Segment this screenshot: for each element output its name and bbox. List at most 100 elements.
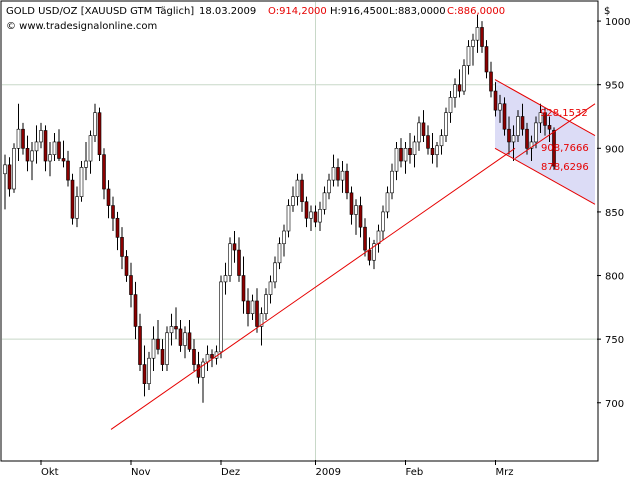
candle-body-76 [345, 170, 349, 194]
candle-122 [552, 127, 556, 170]
candle-body-106 [480, 27, 484, 47]
candle-67 [304, 196, 309, 228]
candle-body-70 [318, 209, 322, 223]
candle-body-50 [228, 243, 232, 276]
candle-33 [151, 326, 156, 371]
candle-17 [79, 161, 84, 202]
candle-body-40 [183, 332, 187, 346]
candle-body-67 [304, 201, 309, 219]
candle-109 [493, 82, 498, 117]
candle-body-38 [174, 326, 178, 330]
candle-layer [3, 14, 556, 403]
candle-body-100 [453, 84, 457, 98]
candle-body-54 [246, 300, 250, 314]
y-tick-label-700: 700 [605, 399, 624, 410]
candle-body-90 [408, 148, 412, 155]
candle-62 [282, 224, 286, 257]
x-tick-label-3: 2009 [316, 467, 341, 478]
candle-body-60 [273, 262, 277, 283]
candle-99 [448, 91, 453, 123]
candle-64 [291, 186, 295, 212]
candle-body-120 [543, 112, 547, 126]
candle-body-23 [106, 188, 111, 206]
candle-body-22 [102, 154, 106, 190]
candle-23 [106, 180, 111, 219]
candle-body-75 [340, 170, 345, 181]
candle-body-17 [79, 167, 84, 197]
candle-body-92 [417, 122, 421, 143]
candle-body-26 [120, 237, 124, 257]
candle-63 [286, 199, 291, 238]
candle-1 [7, 157, 12, 197]
candle-body-30 [138, 326, 142, 365]
candle-60 [273, 256, 277, 289]
candle-body-42 [192, 349, 196, 365]
candle-118 [534, 116, 538, 149]
candle-body-15 [70, 179, 75, 219]
candle-body-55 [250, 300, 255, 314]
candle-53 [241, 256, 246, 314]
candle-78 [354, 199, 358, 235]
candle-body-86 [390, 170, 394, 194]
candle-body-7 [34, 141, 39, 152]
channel-fill [495, 79, 595, 205]
candle-body-3 [16, 128, 21, 149]
candle-body-27 [124, 256, 129, 276]
x-axis: Okt Nov Dez 2009 Feb Mrz [40, 460, 514, 478]
candle-96 [435, 141, 439, 168]
candle-body-73 [331, 167, 336, 181]
candle-body-89 [403, 148, 408, 162]
candle-15 [70, 173, 75, 225]
candle-body-104 [471, 39, 475, 47]
candle-body-66 [300, 179, 304, 203]
candle-body-31 [142, 364, 147, 384]
candle-body-94 [426, 135, 430, 149]
currency-label: $ [604, 6, 610, 17]
candle-92 [417, 116, 421, 151]
candle-body-93 [421, 122, 426, 136]
candle-73 [331, 154, 336, 187]
candle-56 [255, 288, 259, 333]
candle-body-68 [309, 211, 313, 219]
x-tick-label-5: Mrz [496, 467, 514, 478]
candle-body-10 [48, 154, 52, 162]
candle-50 [228, 237, 232, 282]
candle-body-21 [97, 112, 102, 155]
candle-65 [295, 173, 300, 206]
candle-body-95 [430, 148, 435, 155]
candle-80 [363, 218, 367, 257]
candle-101 [457, 69, 462, 98]
candle-57 [259, 307, 264, 346]
candle-body-35 [160, 349, 165, 365]
candle-body-84 [381, 211, 385, 232]
candle-body-9 [43, 130, 48, 162]
candle-body-2 [12, 148, 16, 190]
candle-body-91 [412, 141, 417, 155]
channel-middle-line [514, 103, 596, 159]
high-value: H:916,4500 [330, 6, 389, 17]
candle-19 [88, 130, 93, 174]
candle-13 [61, 140, 66, 168]
candle-104 [471, 33, 475, 66]
candle-37 [169, 313, 174, 346]
candle-body-108 [489, 71, 493, 92]
candle-body-77 [349, 192, 354, 215]
candle-body-4 [21, 128, 25, 149]
y-tick-label-800: 800 [605, 272, 624, 283]
y-axis: 700 750 800 850 900 950 1000 [597, 17, 630, 410]
candle-body-79 [358, 205, 363, 228]
candle-body-112 [507, 128, 511, 143]
candle-84 [381, 205, 385, 240]
candle-113 [511, 125, 516, 162]
candle-108 [489, 61, 493, 98]
candle-body-72 [327, 179, 331, 194]
candle-35 [160, 339, 165, 371]
candle-24 [111, 196, 115, 231]
candle-48 [219, 275, 223, 359]
candle-66 [300, 173, 304, 212]
candle-74 [336, 158, 340, 187]
y-tick-label-1000: 1000 [605, 17, 630, 28]
y-tick-label-900: 900 [605, 144, 624, 155]
candle-body-65 [295, 179, 300, 197]
